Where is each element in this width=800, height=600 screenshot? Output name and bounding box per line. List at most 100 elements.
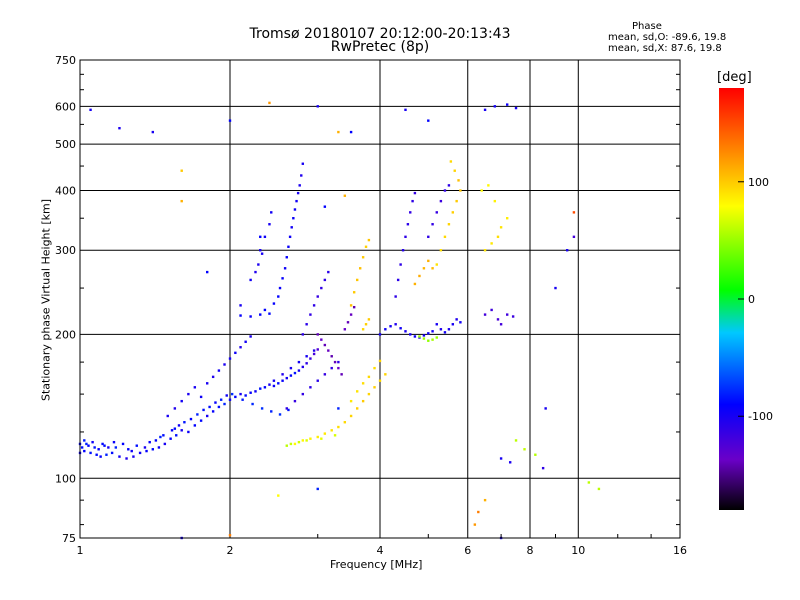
data-point xyxy=(289,374,293,377)
colorbar-tick-label: 0 xyxy=(748,293,755,306)
data-point xyxy=(451,323,455,326)
data-point xyxy=(505,313,509,316)
data-point xyxy=(85,442,88,446)
data-point xyxy=(487,184,490,187)
data-point xyxy=(281,379,284,382)
data-point xyxy=(483,108,487,112)
data-point xyxy=(473,523,477,526)
data-point xyxy=(293,208,297,211)
data-point xyxy=(292,217,295,220)
colorbar-ticks: 100 0 -100 xyxy=(738,176,773,423)
x-axis-label: Frequency [MHz] xyxy=(330,558,423,571)
y-tick-label: 600 xyxy=(55,100,76,113)
data-point xyxy=(309,313,312,316)
data-point xyxy=(285,376,288,380)
data-point xyxy=(285,444,288,447)
data-point xyxy=(277,295,280,298)
data-point xyxy=(431,223,434,226)
data-point xyxy=(277,382,280,385)
data-point xyxy=(151,130,155,134)
data-point xyxy=(316,295,319,298)
data-point xyxy=(166,414,169,418)
data-point xyxy=(189,417,193,421)
data-point xyxy=(251,402,254,406)
data-point xyxy=(118,126,121,130)
data-point xyxy=(597,487,601,491)
data-point xyxy=(230,392,234,396)
data-point xyxy=(320,338,323,341)
data-point xyxy=(499,457,503,460)
data-point xyxy=(401,249,405,252)
data-point xyxy=(587,481,591,484)
data-points xyxy=(78,101,601,540)
data-point xyxy=(544,407,547,410)
phase-o-stats: mean, sd,O: -89.6, 19.8 xyxy=(608,32,727,43)
data-point xyxy=(272,384,276,388)
data-point xyxy=(309,437,312,440)
data-point xyxy=(278,286,282,290)
data-point xyxy=(349,399,353,403)
data-point xyxy=(352,305,356,309)
data-point xyxy=(427,119,430,122)
data-point xyxy=(217,369,221,372)
data-point xyxy=(214,401,217,404)
data-point xyxy=(316,348,319,351)
data-point xyxy=(309,386,312,389)
data-point xyxy=(163,442,167,446)
x-tick-label: 2 xyxy=(227,544,234,557)
data-point xyxy=(257,263,260,266)
data-point xyxy=(337,425,340,429)
data-point xyxy=(422,267,426,270)
data-point xyxy=(316,379,319,382)
data-point xyxy=(343,194,347,197)
data-point xyxy=(183,421,186,424)
data-point xyxy=(249,315,252,318)
data-point xyxy=(162,434,165,437)
data-point xyxy=(349,313,353,316)
data-point xyxy=(285,407,288,410)
chart-subtitle: RwPretec (8p) xyxy=(330,39,430,55)
data-point xyxy=(447,328,451,331)
data-point xyxy=(205,270,209,274)
data-point xyxy=(127,448,130,451)
x-tick-label: 8 xyxy=(527,544,534,557)
data-point xyxy=(361,399,365,403)
data-point xyxy=(263,386,267,389)
data-point xyxy=(413,335,417,338)
data-point xyxy=(259,313,262,316)
data-point xyxy=(297,440,301,444)
data-point xyxy=(177,424,181,427)
data-point xyxy=(323,343,327,347)
data-point xyxy=(394,295,397,298)
data-point xyxy=(330,355,333,358)
data-point xyxy=(305,362,308,365)
data-point xyxy=(422,337,426,340)
data-point xyxy=(89,451,92,455)
plot-frame xyxy=(79,59,681,539)
data-point xyxy=(312,304,316,307)
data-point xyxy=(499,226,503,229)
data-point xyxy=(125,457,128,460)
data-point xyxy=(239,346,242,349)
data-point xyxy=(175,434,178,437)
data-point xyxy=(323,205,327,208)
data-point xyxy=(95,453,98,456)
data-point xyxy=(505,217,509,220)
data-point xyxy=(483,249,487,252)
data-point xyxy=(187,430,190,434)
data-point xyxy=(378,379,382,382)
data-point xyxy=(358,267,362,270)
data-point xyxy=(443,189,447,192)
data-point xyxy=(205,414,209,418)
data-point xyxy=(384,373,387,376)
data-point xyxy=(340,373,343,376)
data-point xyxy=(130,449,133,453)
data-point xyxy=(80,446,84,449)
data-point xyxy=(337,407,340,410)
data-point xyxy=(217,405,221,409)
x-axis-ticks: 1 2 4 6 8 10 16 xyxy=(77,534,687,557)
data-point xyxy=(333,360,337,364)
data-point xyxy=(378,333,382,336)
x-tick-label: 6 xyxy=(464,544,471,557)
data-point xyxy=(427,235,430,239)
